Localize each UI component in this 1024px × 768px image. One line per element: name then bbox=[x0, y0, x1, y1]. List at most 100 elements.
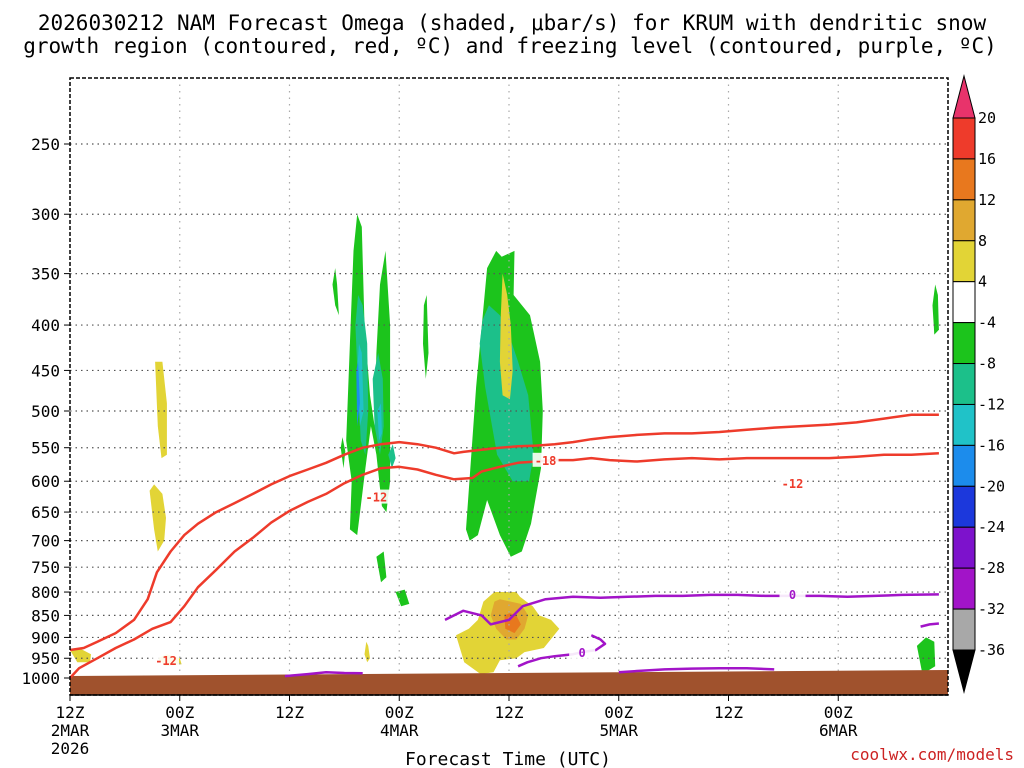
x-tick-label-1-1: 3MAR bbox=[160, 721, 199, 740]
x-tick-label-0-2: 2026 bbox=[51, 739, 90, 758]
x-axis-title: Forecast Time (UTC) bbox=[405, 749, 611, 768]
x-tick-label-7-1: 6MAR bbox=[819, 721, 858, 740]
colorbar-box-9 bbox=[952, 485, 976, 528]
x-tick-label-4-0: 12Z bbox=[495, 703, 524, 722]
colorbar-label-2: 12 bbox=[978, 191, 996, 209]
colorbar-label-6: -8 bbox=[978, 355, 996, 373]
y-tick-label-4: 450 bbox=[31, 361, 60, 380]
contour-label-2: -12 bbox=[155, 654, 177, 668]
x-tick-label-3-0: 00Z bbox=[385, 703, 414, 722]
colorbar-label-10: -24 bbox=[978, 518, 1005, 536]
omega-region-7 bbox=[932, 284, 939, 335]
colorbar-label-1: 16 bbox=[978, 150, 996, 168]
y-tick-label-7: 600 bbox=[31, 472, 60, 491]
y-tick-label-8: 650 bbox=[31, 503, 60, 522]
omega-region-20 bbox=[499, 273, 513, 400]
y-tick-label-5: 500 bbox=[31, 402, 60, 421]
y-tick-label-11: 800 bbox=[31, 583, 60, 602]
colorbar-box-12 bbox=[952, 608, 976, 651]
y-tick-label-15: 1000 bbox=[21, 669, 60, 688]
colorbar-top-arrow bbox=[952, 74, 976, 119]
plot-area bbox=[70, 214, 939, 675]
x-tick-label-1-0: 00Z bbox=[165, 703, 194, 722]
contour-label-1: -12 bbox=[366, 491, 388, 505]
contour-2 bbox=[444, 593, 939, 626]
omega-region-15 bbox=[356, 361, 360, 427]
colorbar-label-4: 4 bbox=[978, 273, 987, 291]
x-tick-label-6-0: 12Z bbox=[714, 703, 743, 722]
x-tick-label-5-1: 5MAR bbox=[599, 721, 638, 740]
y-tick-label-14: 950 bbox=[31, 649, 60, 668]
omega-region-3 bbox=[423, 295, 429, 379]
plot-overlay: -18 -12 -12 -12 0 0 bbox=[70, 78, 948, 695]
colorbar-box-10 bbox=[952, 526, 976, 569]
x-tick-label-0-0: 12Z bbox=[56, 703, 85, 722]
colorbar-label-5: -4 bbox=[978, 314, 996, 332]
colorbar-box-1 bbox=[952, 158, 976, 201]
colorbar-label-0: 20 bbox=[978, 109, 996, 127]
contour-label-5: 0 bbox=[579, 646, 586, 660]
contour-6 bbox=[920, 622, 940, 628]
colorbar-label-13: -36 bbox=[978, 641, 1005, 659]
omega-region-8 bbox=[916, 637, 936, 675]
omega-region-18 bbox=[70, 648, 91, 663]
chart-title-line2: growth region (contoured, red, ºC) and f… bbox=[23, 34, 997, 58]
colorbar-box-3 bbox=[952, 240, 976, 283]
colorbar-label-7: -12 bbox=[978, 395, 1005, 413]
y-tick-label-9: 700 bbox=[31, 532, 60, 551]
chart-title-line1: 2026030212 NAM Forecast Omega (shaded, μ… bbox=[38, 11, 987, 35]
colorbar-label-3: 8 bbox=[978, 232, 987, 250]
colorbar-box-2 bbox=[952, 199, 976, 242]
contour-label-bg-0 bbox=[532, 452, 559, 467]
omega-region-14 bbox=[377, 403, 382, 441]
axes: 250 300 350 400 450 500 550 600 650 700 750 800 850 9… bbox=[21, 77, 949, 758]
x-tick-label-0-1: 2MAR bbox=[51, 721, 90, 740]
contour-4 bbox=[284, 670, 363, 678]
colorbar-label-11: -28 bbox=[978, 559, 1005, 577]
x-tick-label-2-0: 12Z bbox=[275, 703, 304, 722]
omega-region-5 bbox=[395, 589, 410, 607]
omega-region-22 bbox=[364, 641, 370, 663]
colorbar-label-9: -20 bbox=[978, 477, 1005, 495]
contour-label-bg-4 bbox=[779, 586, 806, 601]
colorbar-box-8 bbox=[952, 444, 976, 487]
x-tick-label-7-0: 00Z bbox=[824, 703, 853, 722]
y-tick-label-3: 400 bbox=[31, 316, 60, 335]
omega-region-0 bbox=[346, 214, 391, 536]
colorbar-label-12: -32 bbox=[978, 600, 1005, 618]
omega-region-13 bbox=[357, 343, 364, 427]
contour-label-4: 0 bbox=[789, 588, 796, 602]
contour-5 bbox=[618, 666, 775, 674]
x-tick-label-5-0: 00Z bbox=[604, 703, 633, 722]
colorbar-box-5 bbox=[952, 322, 976, 365]
omega-region-17 bbox=[149, 484, 166, 552]
omega-region-2 bbox=[332, 268, 339, 316]
contour-label-bg-3 bbox=[779, 475, 806, 490]
credit-text: coolwx.com/models bbox=[850, 745, 1014, 764]
contour-label-3: -12 bbox=[782, 477, 804, 491]
ground-band bbox=[70, 670, 948, 695]
contour-label-0: -18 bbox=[535, 454, 557, 468]
y-tick-label-2: 350 bbox=[31, 265, 60, 284]
omega-region-4 bbox=[376, 551, 387, 583]
colorbar-bottom-arrow bbox=[952, 649, 976, 694]
omega-region-6 bbox=[340, 437, 346, 469]
omega-region-12 bbox=[388, 444, 396, 469]
contour-label-bg-1 bbox=[363, 489, 390, 504]
y-tick-label-12: 850 bbox=[31, 606, 60, 625]
y-tick-label-13: 900 bbox=[31, 628, 60, 647]
colorbar-box-7 bbox=[952, 403, 976, 446]
colorbar-box-4 bbox=[952, 281, 976, 324]
y-tick-label-0: 250 bbox=[31, 135, 60, 154]
contour-label-bg-2 bbox=[153, 653, 180, 668]
y-tick-label-10: 750 bbox=[31, 558, 60, 577]
colorbar-box-11 bbox=[952, 567, 976, 610]
colorbar-label-8: -16 bbox=[978, 436, 1005, 454]
colorbar: 20 16 12 8 4 -4 -8 -12 -16 -20 -24 -28 -32 -36 bbox=[952, 74, 1005, 694]
colorbar-box-0 bbox=[952, 117, 976, 160]
y-tick-label-1: 300 bbox=[31, 205, 60, 224]
contour-1 bbox=[70, 413, 939, 652]
contour-label-bg-5 bbox=[569, 644, 596, 659]
contour-0 bbox=[70, 452, 939, 679]
